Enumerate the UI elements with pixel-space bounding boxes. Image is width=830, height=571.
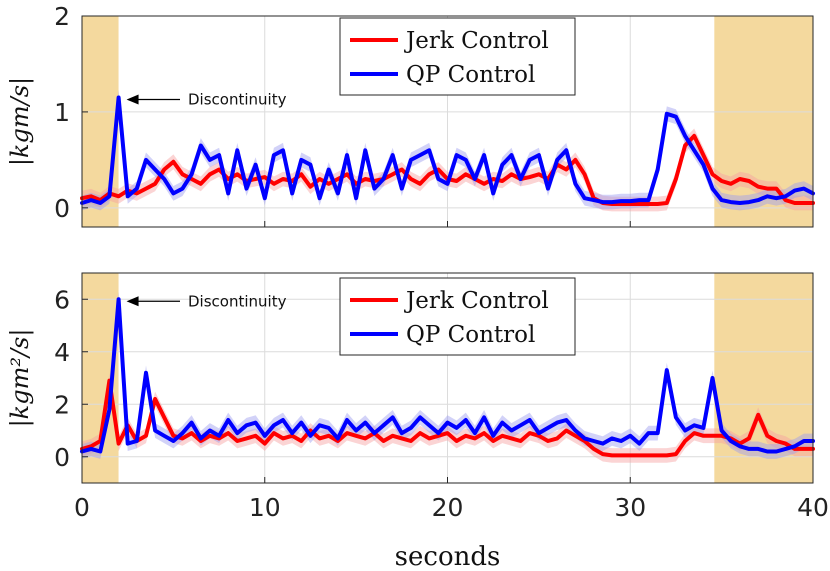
legend: Jerk Control QP Control bbox=[339, 277, 576, 356]
legend-label-qp: QP Control bbox=[406, 322, 535, 348]
annotation: Discontinuity bbox=[126, 292, 287, 310]
shaded-region-0 bbox=[82, 16, 119, 227]
legend-label-jerk: Jerk Control bbox=[404, 288, 549, 314]
series-line-qp-control bbox=[80, 95, 815, 205]
series-lines bbox=[80, 95, 815, 206]
y-tick-label: 0 bbox=[54, 443, 70, 472]
y-tick-label: 4 bbox=[54, 338, 70, 367]
legend-label-qp: QP Control bbox=[406, 62, 535, 88]
error-band-jerk bbox=[82, 373, 813, 463]
legend-box bbox=[339, 17, 576, 96]
y-tick-label: 0 bbox=[54, 194, 70, 223]
chart-top-momentum: 0 1 2 |kgm/s| Jerk Control QP Control Disc… bbox=[6, 2, 815, 228]
chart-bottom-angular-momentum: 0 10 20 30 40 0 2 4 6 |kgm²/s| Jerk Control QP C… bbox=[6, 272, 829, 571]
annotation-label: Discontinuity bbox=[188, 91, 287, 109]
legend-box bbox=[339, 277, 576, 356]
y-tick-label: 2 bbox=[54, 390, 70, 419]
x-tick-label: 40 bbox=[797, 493, 829, 522]
x-tick-label: 0 bbox=[74, 493, 90, 522]
y-axis-label: |kgm/s| bbox=[6, 77, 35, 166]
x-tick-label: 10 bbox=[249, 493, 281, 522]
annotation-arrowhead bbox=[126, 94, 139, 105]
y-axis-label: |kgm²/s| bbox=[6, 329, 35, 428]
x-axis-label: seconds bbox=[395, 542, 501, 571]
annotation: Discontinuity bbox=[126, 91, 287, 109]
series-lines bbox=[80, 297, 815, 458]
error-band-qp bbox=[82, 90, 813, 211]
legend: Jerk Control QP Control bbox=[339, 17, 576, 96]
legend-label-jerk: Jerk Control bbox=[404, 28, 549, 54]
x-tick-label: 20 bbox=[432, 493, 464, 522]
y-tick-label: 1 bbox=[54, 98, 70, 127]
error-bands bbox=[82, 90, 813, 212]
tick-labels: 0 10 20 30 40 0 2 4 6 bbox=[54, 285, 829, 522]
y-tick-label: 2 bbox=[54, 2, 70, 31]
annotation-arrowhead bbox=[126, 296, 139, 307]
annotation-label: Discontinuity bbox=[188, 292, 287, 310]
series-line-qp-control bbox=[80, 297, 815, 454]
y-tick-label: 6 bbox=[54, 285, 70, 314]
x-tick-label: 30 bbox=[614, 493, 646, 522]
series-line-jerk-control bbox=[80, 378, 815, 458]
tick-labels: 0 1 2 bbox=[54, 2, 814, 227]
